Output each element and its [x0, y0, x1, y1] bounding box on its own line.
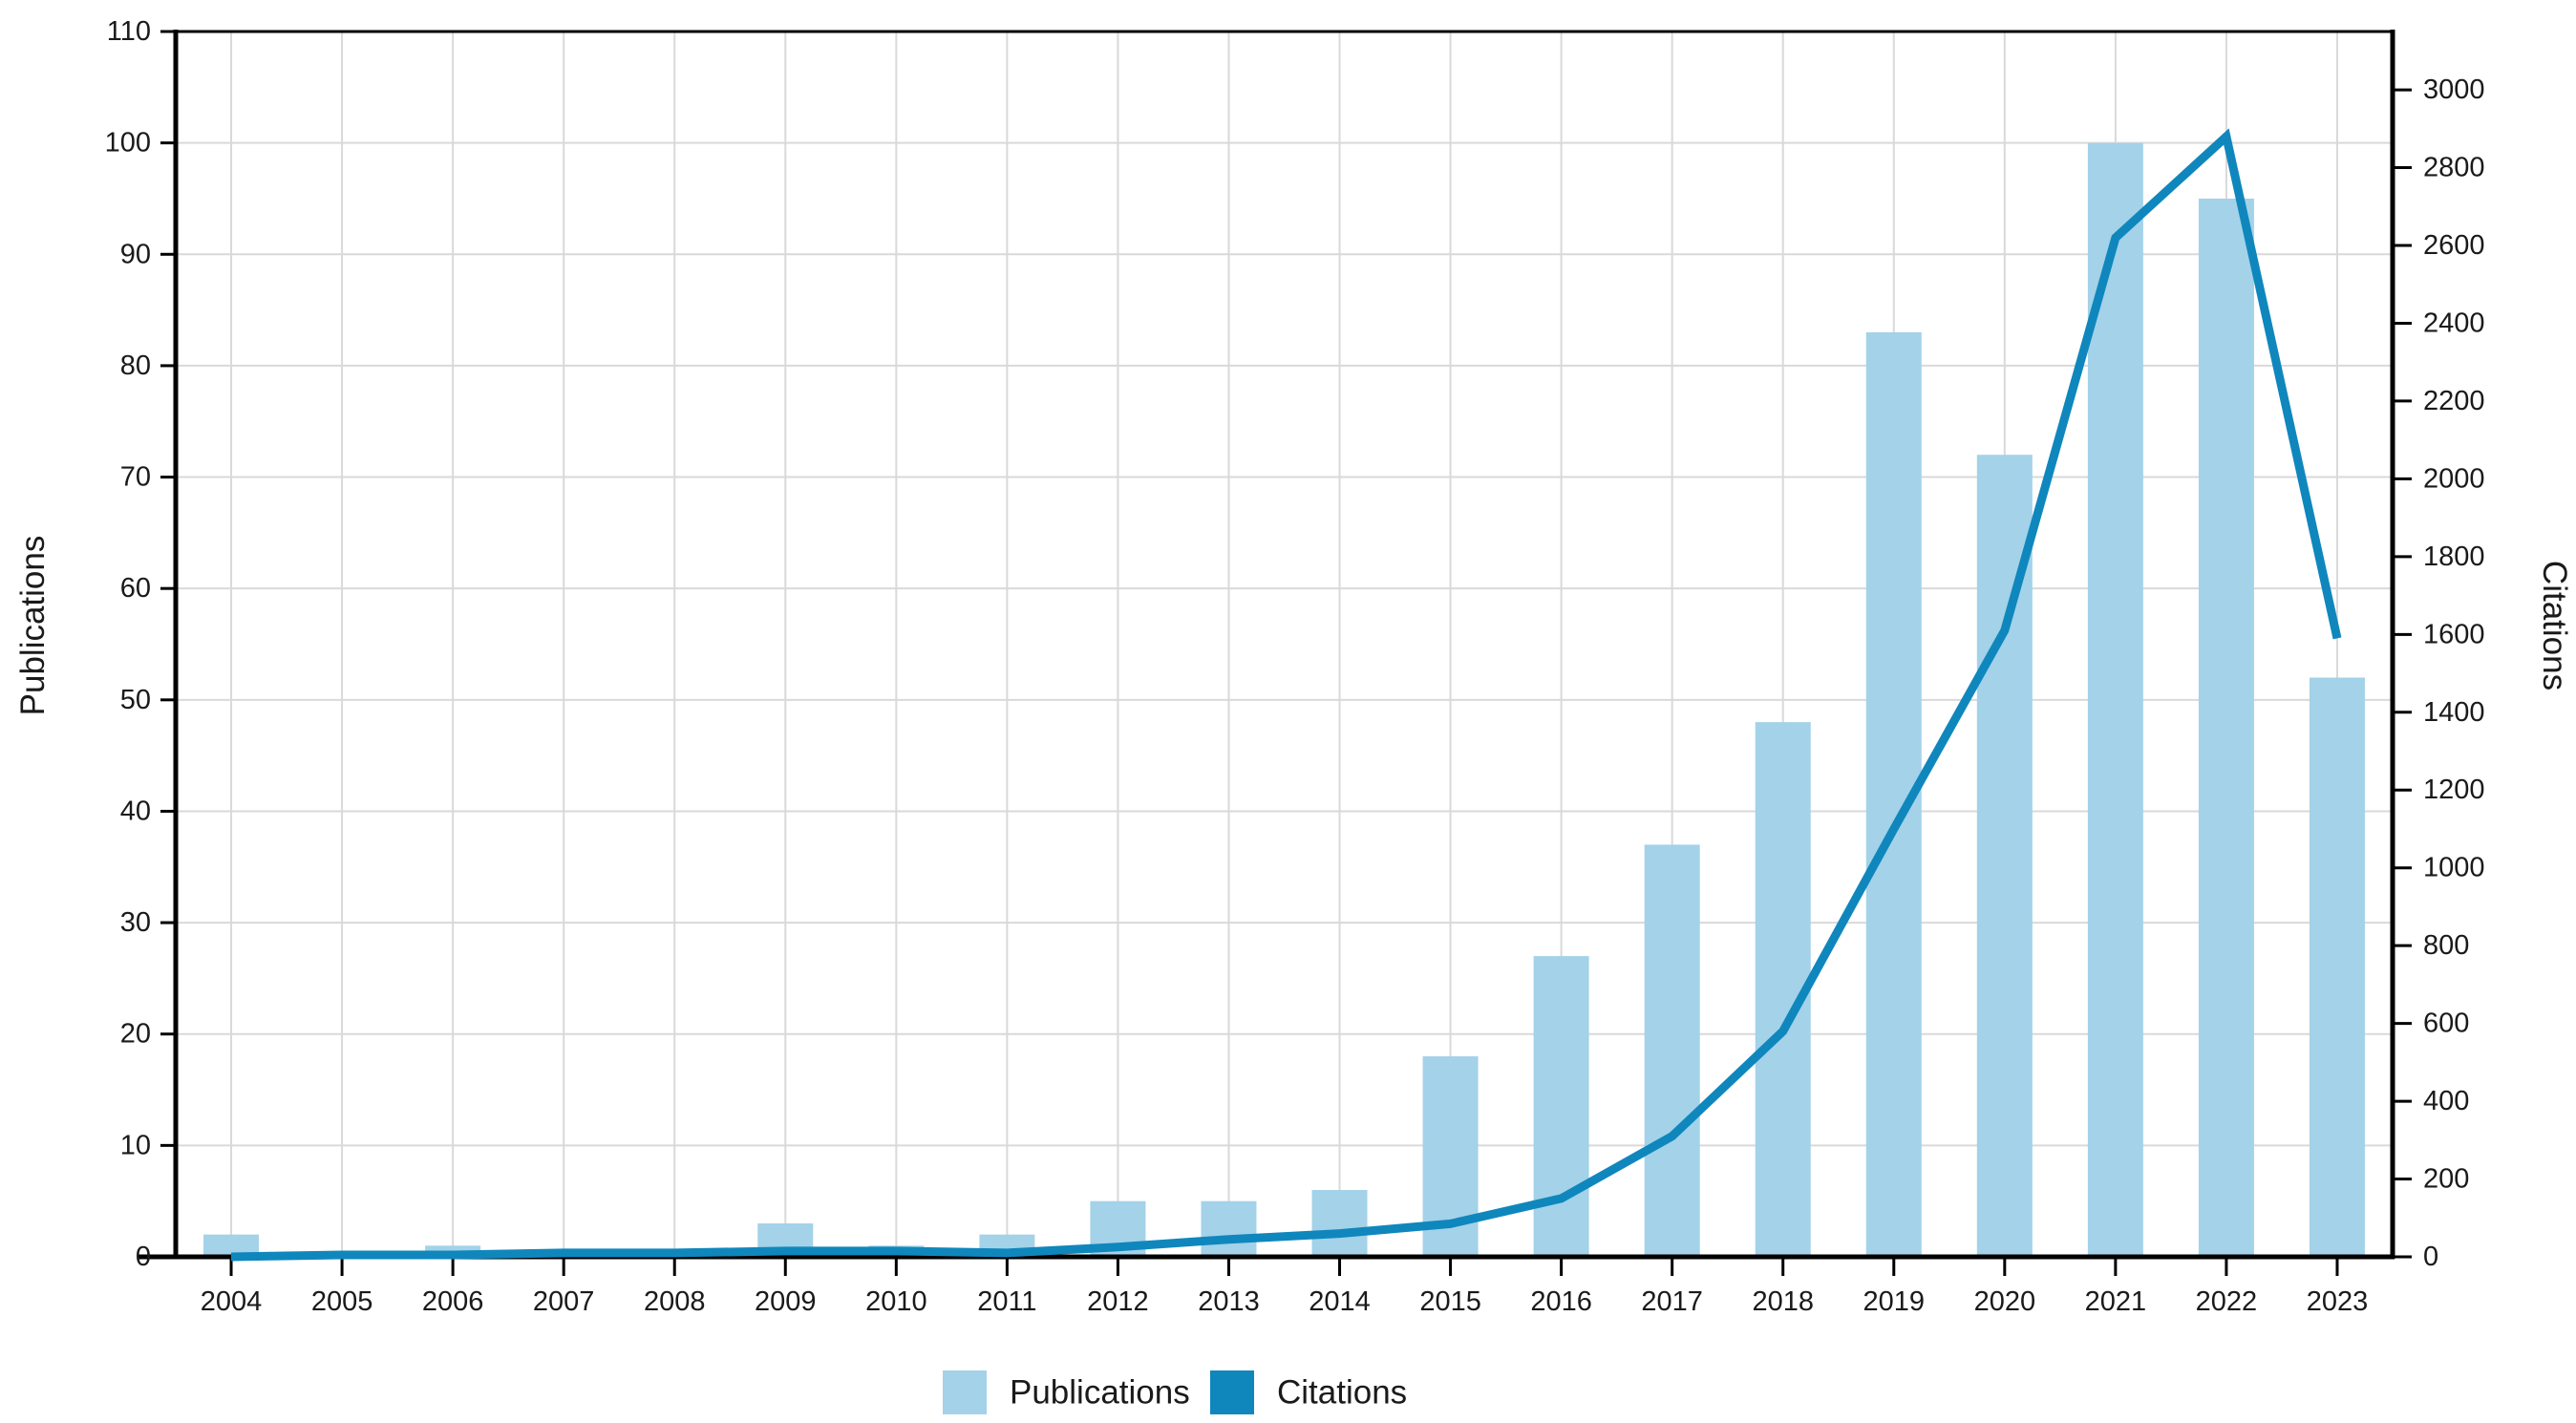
bar-2016	[1533, 956, 1589, 1257]
right-tick-label-1400: 1400	[2423, 697, 2485, 728]
x-tick-label-2008: 2008	[644, 1286, 706, 1317]
right-tick-label-3000: 3000	[2423, 74, 2485, 105]
legend-label-publications: Publications	[1010, 1374, 1190, 1412]
left-tick-label-30: 30	[120, 907, 151, 938]
right-tick-label-800: 800	[2423, 930, 2469, 961]
x-tick-label-2012: 2012	[1087, 1286, 1149, 1317]
x-tick-label-2010: 2010	[865, 1286, 927, 1317]
legend-label-citations: Citations	[1277, 1374, 1407, 1412]
legend-swatch-publications	[943, 1370, 987, 1414]
left-tick-label-90: 90	[120, 239, 151, 269]
x-tick-label-2005: 2005	[311, 1286, 373, 1317]
axis-tick-labels: 0 10 20 30 40 50 60 70 80 90 100 110 0 200 400 600 800 10…	[105, 16, 2485, 1317]
right-tick-label-0: 0	[2423, 1242, 2438, 1272]
x-tick-label-2006: 2006	[422, 1286, 484, 1317]
x-tick-label-2021: 2021	[2085, 1286, 2147, 1317]
right-tick-label-200: 200	[2423, 1164, 2469, 1195]
right-tick-label-1000: 1000	[2423, 853, 2485, 883]
left-tick-label-40: 40	[120, 796, 151, 826]
left-tick-label-20: 20	[120, 1019, 151, 1050]
citations-line	[230, 128, 2342, 1262]
right-tick-label-400: 400	[2423, 1086, 2469, 1116]
left-tick-label-0: 0	[136, 1242, 151, 1272]
x-tick-label-2013: 2013	[1198, 1286, 1260, 1317]
x-tick-label-2015: 2015	[1419, 1286, 1481, 1317]
right-tick-label-2400: 2400	[2423, 308, 2485, 338]
left-tick-label-80: 80	[120, 350, 151, 381]
bar-2022	[2198, 198, 2254, 1257]
x-tick-label-2007: 2007	[533, 1286, 595, 1317]
right-axis-title: Citations	[2536, 561, 2573, 690]
right-tick-label-2000: 2000	[2423, 463, 2485, 494]
x-tick-label-2017: 2017	[1641, 1286, 1703, 1317]
right-tick-label-1800: 1800	[2423, 542, 2485, 572]
bar-2021	[2087, 142, 2143, 1258]
bar-2013	[1201, 1200, 1257, 1257]
x-tick-label-2016: 2016	[1530, 1286, 1592, 1317]
left-tick-label-70: 70	[120, 462, 151, 493]
bar-2023	[2309, 677, 2365, 1257]
right-tick-label-2800: 2800	[2423, 153, 2485, 183]
x-tick-label-2018: 2018	[1752, 1286, 1814, 1317]
right-tick-label-2200: 2200	[2423, 386, 2485, 416]
right-tick-label-2600: 2600	[2423, 230, 2485, 261]
left-tick-label-100: 100	[105, 128, 151, 159]
axis-ticks	[160, 30, 2412, 1276]
left-tick-label-60: 60	[120, 573, 151, 604]
x-tick-label-2019: 2019	[1863, 1286, 1926, 1317]
legend-swatch-citations	[1210, 1370, 1254, 1414]
left-tick-label-50: 50	[120, 685, 151, 715]
x-tick-label-2023: 2023	[2307, 1286, 2369, 1317]
x-tick-label-2011: 2011	[977, 1286, 1036, 1317]
bar-2017	[1644, 844, 1700, 1257]
x-tick-label-2020: 2020	[1974, 1286, 2036, 1317]
right-tick-label-600: 600	[2423, 1009, 2469, 1039]
legend: Publications Citations	[943, 1370, 1407, 1414]
bar-2020	[1976, 455, 2033, 1258]
axes-frame	[138, 30, 2395, 1260]
gridlines	[176, 31, 2393, 1257]
x-tick-label-2022: 2022	[2196, 1286, 2258, 1317]
left-tick-label-110: 110	[107, 16, 151, 47]
citations-line-path	[230, 128, 2342, 1262]
bar-2014	[1311, 1190, 1368, 1257]
x-tick-label-2014: 2014	[1309, 1286, 1371, 1317]
x-tick-label-2009: 2009	[755, 1286, 817, 1317]
left-tick-label-10: 10	[120, 1130, 151, 1160]
left-axis-title: Publications	[14, 536, 52, 716]
right-tick-label-1200: 1200	[2423, 775, 2485, 805]
right-tick-label-1600: 1600	[2423, 619, 2485, 649]
bar-2004	[203, 1234, 260, 1257]
x-tick-label-2004: 2004	[201, 1286, 263, 1317]
